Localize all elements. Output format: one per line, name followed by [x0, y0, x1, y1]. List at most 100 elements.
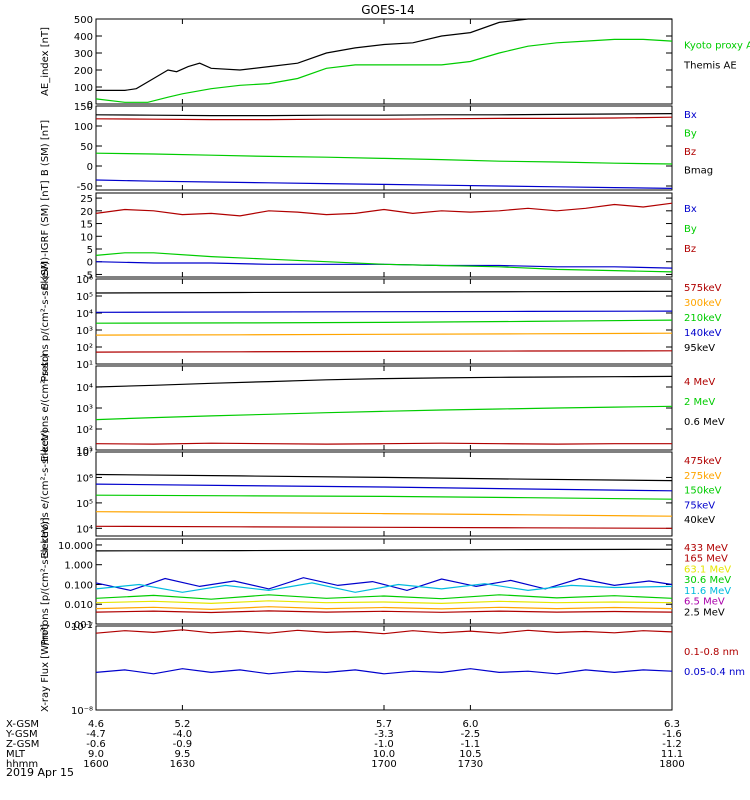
- panel-7: 0.001 0.010 0.100 1.000 10.000 Protons [p/(cm…: [40, 517, 731, 645]
- y-axis-label: B (SM)-IGRF (SM) [nT]: [40, 180, 51, 289]
- orbit-row-label: Z-GSM: [6, 739, 39, 750]
- y-tick-label: 400: [74, 32, 93, 43]
- panel-frame: [95, 625, 673, 711]
- series-line-210kev: [95, 319, 673, 324]
- y-axis-label: Protons [p/(cm²-s-sr-keV)]: [40, 517, 51, 645]
- orbit-cell: 1700: [371, 759, 396, 770]
- panel-frame: [95, 18, 673, 105]
- series-line-433-mev: [95, 610, 673, 614]
- legend-63-1-mev: 63.1 MeV: [684, 564, 731, 575]
- y-tick-label: 10¹: [76, 446, 93, 457]
- series-line-by: [95, 252, 673, 273]
- series-line-140kev: [95, 310, 673, 313]
- y-tick-label: 0.100: [64, 580, 93, 591]
- series-line-95kev: [95, 290, 673, 294]
- series-line-150kev: [95, 494, 673, 500]
- y-tick-label: 100: [74, 122, 93, 133]
- y-tick-label: -50: [77, 182, 93, 193]
- orbit-cell: 9.0: [88, 749, 104, 760]
- y-tick-label: 10⁻⁸: [71, 706, 93, 717]
- y-tick-label: -5: [83, 270, 93, 281]
- series-line-0-1-0-8-nm: [95, 629, 673, 635]
- legend-30-6-mev: 30.6 MeV: [684, 575, 731, 586]
- legend-433-mev: 433 MeV: [684, 543, 728, 554]
- panel-frame: [95, 451, 673, 537]
- y-tick-label: 10⁻⁷: [71, 622, 93, 633]
- series-line-475kev: [95, 525, 673, 529]
- series-line-75kev: [95, 483, 673, 492]
- series-line-2-5-mev: [95, 548, 673, 552]
- y-tick-label: 10⁴: [76, 383, 93, 394]
- legend-kyoto-proxy-ae: Kyoto proxy AE: [684, 41, 750, 52]
- series-line-575kev: [95, 350, 673, 353]
- series-line-11-6-mev: [95, 582, 673, 593]
- orbit-cell: -4.0: [173, 729, 193, 740]
- legend-bz: Bz: [684, 244, 696, 255]
- legend-2-mev: 2 MeV: [684, 397, 715, 408]
- orbit-cell: -0.9: [173, 739, 193, 750]
- series-line-by: [95, 152, 673, 165]
- y-tick-label: 10⁶: [76, 473, 93, 484]
- legend-4-mev: 4 MeV: [684, 377, 715, 388]
- orbit-cell: 9.5: [174, 749, 190, 760]
- series-line-bmag: [95, 113, 673, 117]
- y-axis-label: B (SM) [nT]: [40, 120, 51, 176]
- panel-1: 0 100 200 300 400 500 AE_index [nT] Kyoto proxy…: [40, 15, 750, 111]
- series-line-0-6-mev: [95, 375, 673, 388]
- legend-bz: Bz: [684, 147, 696, 158]
- y-tick-label: 25: [80, 194, 93, 205]
- legend-2-5-mev: 2.5 MeV: [684, 607, 725, 618]
- legend-by: By: [684, 224, 697, 235]
- y-tick-label: 1.000: [64, 561, 93, 572]
- orbit-cell: -2.5: [461, 729, 481, 740]
- legend-40kev: 40keV: [684, 515, 715, 526]
- y-tick-label: 10⁷: [76, 448, 93, 459]
- series-line-bz: [95, 202, 673, 217]
- plot-title: GOES-14: [361, 3, 415, 17]
- series-line-0-05-0-4-nm: [95, 668, 673, 675]
- legend-75kev: 75keV: [684, 500, 715, 511]
- series-line-275kev: [95, 511, 673, 517]
- y-tick-label: 0.001: [64, 620, 93, 631]
- orbit-cell: -3.3: [374, 729, 394, 740]
- series-line-63-1-mev: [95, 600, 673, 605]
- orbit-cell: 1730: [458, 759, 483, 770]
- legend-bmag: Bmag: [684, 166, 713, 177]
- series-line-bx: [95, 179, 673, 189]
- series-line-165-mev: [95, 606, 673, 611]
- series-line-bz: [95, 116, 673, 121]
- y-tick-label: 10¹: [76, 360, 93, 371]
- series-line-300kev: [95, 332, 673, 336]
- legend-bx: Bx: [684, 110, 697, 121]
- orbit-cell: 5.7: [376, 719, 392, 730]
- legend-575kev: 575keV: [684, 283, 722, 294]
- y-tick-label: 0: [87, 100, 93, 111]
- y-tick-label: 5: [87, 245, 93, 256]
- y-axis-label: X-ray Flux [W/m²]: [40, 624, 51, 712]
- panel-8: 10⁻⁸ 10⁻⁷ X-ray Flux [W/m²] 0.1-0.8 nm 0.05-…: [40, 622, 745, 717]
- y-axis-label: AE_index [nT]: [40, 27, 51, 96]
- legend-themis-ae: Themis AE: [683, 61, 737, 72]
- y-tick-label: 100: [74, 83, 93, 94]
- orbit-cell: 10.5: [459, 749, 481, 760]
- panel-2: -50 0 50 100 150 B (SM) [nT] Bx By Bz Bmag: [40, 102, 713, 193]
- y-tick-label: 10⁴: [76, 309, 93, 320]
- legend-300kev: 300keV: [684, 298, 722, 309]
- y-tick-label: 0: [87, 162, 93, 173]
- legend-0-05-0-4-nm: 0.05-0.4 nm: [684, 667, 745, 678]
- orbit-cell: -4.7: [86, 729, 106, 740]
- legend-475kev: 475keV: [684, 456, 722, 467]
- legend-95kev: 95keV: [684, 343, 715, 354]
- orbit-cell: 1600: [83, 759, 108, 770]
- y-tick-label: 50: [80, 142, 93, 153]
- y-tick-label: 10⁵: [76, 292, 93, 303]
- legend-0-6-mev: 0.6 MeV: [684, 417, 725, 428]
- y-tick-label: 10⁶: [76, 275, 93, 286]
- orbit-cell: -1.2: [662, 739, 682, 750]
- y-axis-label: Electrons e/(cm²-s-sr): [40, 354, 51, 462]
- orbit-row-label: X-GSM: [6, 719, 39, 730]
- legend-0-1-0-8-nm: 0.1-0.8 nm: [684, 647, 739, 658]
